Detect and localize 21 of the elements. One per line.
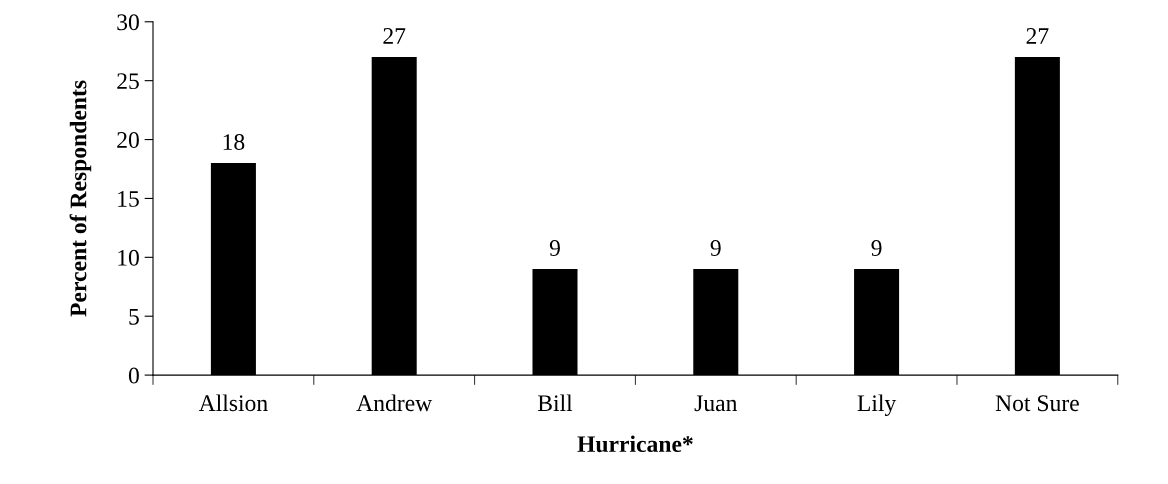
y-axis-title: Percent of Respondents — [69, 80, 92, 317]
data-label: 27 — [1026, 28, 1049, 44]
data-label: 27 — [383, 28, 406, 44]
x-tick-label: Andrew — [356, 394, 433, 412]
x-tick-label: Allsion — [198, 394, 268, 412]
x-tick-label: Not Sure — [995, 395, 1079, 412]
y-tick-label: 5 — [129, 308, 139, 325]
y-tick-label: 30 — [117, 14, 139, 31]
data-label: 9 — [549, 240, 560, 256]
x-tick-label: Bill — [537, 394, 573, 411]
y-tick-label: 25 — [117, 73, 139, 90]
y-tick-label: 20 — [117, 132, 139, 148]
data-label: 9 — [871, 240, 882, 256]
x-axis-title: Hurricane* — [577, 435, 693, 453]
x-tick-label: Juan — [694, 395, 738, 412]
data-label: 18 — [223, 134, 245, 150]
y-tick-label: 15 — [118, 191, 139, 207]
x-tick-label: Lily — [857, 394, 897, 417]
data-label: 9 — [710, 240, 721, 256]
y-tick-label: 10 — [118, 249, 139, 266]
y-tick-label: 0 — [128, 367, 139, 384]
